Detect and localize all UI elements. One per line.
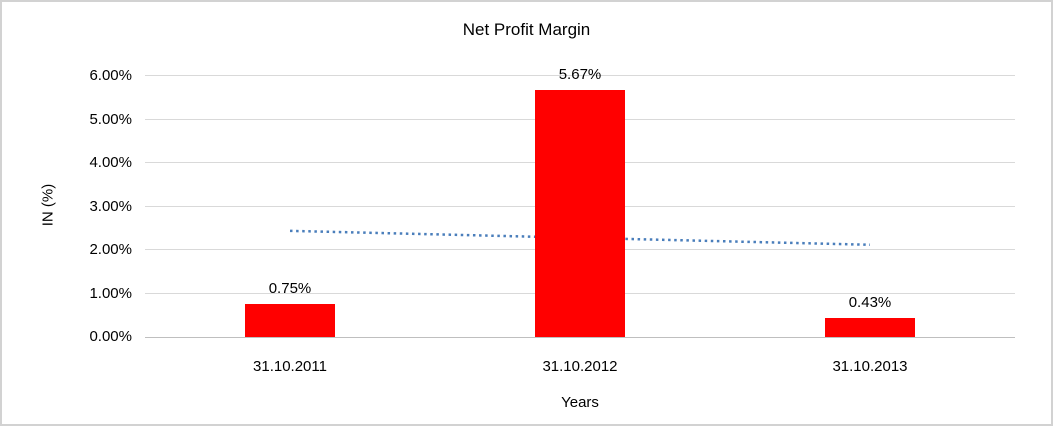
bar <box>535 90 625 337</box>
bar-value-label: 5.67% <box>558 66 602 84</box>
y-tick-label: 1.00% <box>89 284 132 302</box>
bar-value-label: 0.43% <box>848 294 892 312</box>
y-tick-label: 0.00% <box>89 328 132 345</box>
y-tick-label: 3.00% <box>89 197 132 215</box>
trendline <box>289 229 871 247</box>
y-tick-label: 4.00% <box>89 154 132 171</box>
x-axis-line <box>145 337 1015 338</box>
bar-value-label: 0.75% <box>268 280 312 298</box>
y-axis-tick-labels: 0.00% 1.00% 2.00% 3.00% 4.00% 5.00% 6.00% <box>2 67 132 345</box>
y-tick-label: 2.00% <box>89 241 132 258</box>
bar <box>245 304 335 337</box>
x-axis-title: Years <box>561 394 599 411</box>
x-axis-tick-labels: 31.10.2011 31.10.2012 31.10.2013 <box>145 358 1015 378</box>
y-tick-label: 6.00% <box>89 67 132 84</box>
x-tick-label: 31.10.2011 <box>253 358 327 375</box>
chart-title: Net Profit Margin <box>462 20 591 39</box>
x-tick-label: 31.10.2012 <box>542 358 618 375</box>
y-tick-label: 5.00% <box>89 110 132 128</box>
bar <box>825 318 915 337</box>
plot-area: 0.75% 5.67% 0.43% <box>145 66 1015 338</box>
x-tick-label: 31.10.2013 <box>832 358 908 375</box>
gridline <box>145 75 1015 76</box>
